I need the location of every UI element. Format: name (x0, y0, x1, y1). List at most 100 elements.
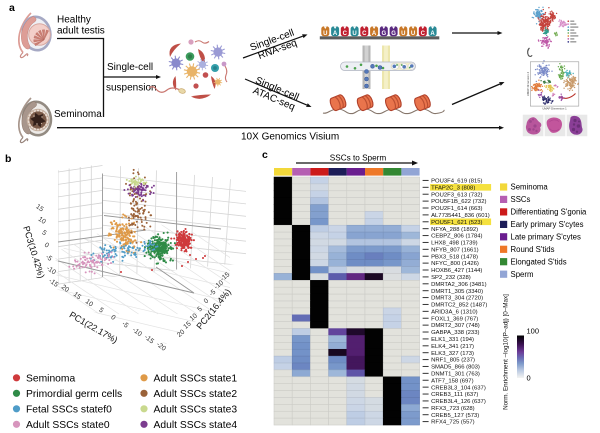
svg-text:Seminoma: Seminoma (26, 373, 75, 384)
svg-text:ARID3A_6 (1310): ARID3A_6 (1310) (431, 309, 478, 315)
svg-text:-15: -15 (143, 334, 155, 346)
svg-text:-5: -5 (120, 320, 129, 329)
svg-text:SSCs: SSCs (511, 195, 531, 204)
svg-text:Seminoma: Seminoma (511, 183, 549, 192)
svg-text:CREB3L3_104 (637): CREB3L3_104 (637) (431, 385, 486, 391)
svg-text:5: 5 (97, 307, 104, 315)
svg-text:C: C (362, 31, 367, 37)
svg-text:Adult SSCs state1: Adult SSCs state1 (154, 373, 238, 384)
svg-text:Seminoma: Seminoma (54, 109, 102, 120)
svg-text:LHX8_498 (1739): LHX8_498 (1739) (431, 241, 478, 247)
svg-text:POU3F4_619 (815): POU3F4_619 (815) (431, 179, 482, 185)
svg-text:Elongated S'tids: Elongated S'tids (511, 257, 567, 266)
svg-text:Norm. Enrichment –log10(P–adj): Norm. Enrichment –log10(P–adj) [0–Max] (503, 294, 510, 410)
svg-text:15: 15 (72, 291, 82, 301)
svg-text:Late primary S'cytes: Late primary S'cytes (511, 232, 581, 241)
svg-text:SSCs to Sperm: SSCs to Sperm (330, 154, 387, 163)
svg-text:POU2F3_613 (732): POU2F3_613 (732) (431, 192, 482, 198)
svg-text:C: C (421, 31, 426, 37)
svg-text:100: 100 (527, 327, 540, 336)
svg-text:GABPA_338 (233): GABPA_338 (233) (431, 330, 479, 336)
svg-text:ELK1_331 (194): ELK1_331 (194) (431, 337, 474, 343)
svg-text:CREB3_111 (637): CREB3_111 (637) (431, 392, 478, 398)
svg-text:ELK3_327 (173): ELK3_327 (173) (431, 351, 474, 357)
svg-text:Fetal SSCs statef0: Fetal SSCs statef0 (26, 404, 112, 415)
svg-text:10: 10 (84, 298, 94, 308)
svg-text:DMRT2_307 (748): DMRT2_307 (748) (431, 323, 480, 329)
svg-text:Primordial germ cells: Primordial germ cells (26, 389, 122, 400)
svg-text:A: A (372, 31, 377, 37)
svg-text:0: 0 (527, 374, 531, 383)
svg-text:NFYB_807 (1661): NFYB_807 (1661) (431, 247, 479, 253)
svg-text:Early primary S'cytes: Early primary S'cytes (511, 220, 584, 229)
svg-text:SMAD5_866 (803): SMAD5_866 (803) (431, 365, 480, 371)
svg-text:-10: -10 (45, 265, 57, 276)
svg-text:A: A (333, 31, 338, 37)
svg-text:POU2F1_614 (663): POU2F1_614 (663) (431, 206, 482, 212)
svg-text:20: 20 (176, 328, 186, 338)
svg-text:AL7735441_836 (601): AL7735441_836 (601) (431, 213, 490, 219)
svg-text:NRF1_805 (237): NRF1_805 (237) (431, 358, 475, 364)
svg-text:-5: -5 (44, 254, 53, 263)
svg-text:POU5F1B_622 (732): POU5F1B_622 (732) (431, 199, 486, 205)
svg-text:ATF7_158 (697): ATF7_158 (697) (431, 378, 473, 384)
svg-text:HOXB6_427 (1144): HOXB6_427 (1144) (431, 268, 482, 274)
svg-text:Differentiating S'gonia: Differentiating S'gonia (511, 208, 588, 217)
svg-text:-5: -5 (208, 288, 217, 297)
svg-text:10: 10 (189, 312, 199, 322)
svg-text:CREB5_127 (573): CREB5_127 (573) (431, 413, 479, 419)
svg-text:U: U (323, 31, 327, 37)
svg-text:-20: -20 (155, 341, 167, 353)
svg-text:UMAP Dimension 1: UMAP Dimension 1 (542, 106, 567, 110)
svg-text:C: C (343, 31, 348, 37)
svg-text:RFX3_723 (628): RFX3_723 (628) (431, 406, 475, 412)
svg-text:UMAP Dimension 2: UMAP Dimension 2 (526, 71, 530, 96)
svg-text:5: 5 (196, 305, 204, 313)
svg-text:NFYA_288 (1892): NFYA_288 (1892) (431, 227, 478, 233)
svg-text:DMRTC2_852 (1487): DMRTC2_852 (1487) (431, 303, 487, 309)
svg-text:Round S'tids: Round S'tids (511, 245, 555, 254)
svg-text:DMRTA2_306 (3481): DMRTA2_306 (3481) (431, 282, 486, 288)
svg-text:Adult SSCs state0: Adult SSCs state0 (26, 420, 110, 431)
svg-text:FOXL1_369 (767): FOXL1_369 (767) (431, 316, 478, 322)
svg-text:Adult SSCs state2: Adult SSCs state2 (154, 389, 238, 400)
svg-text:15: 15 (182, 320, 192, 330)
svg-text:G: G (381, 31, 386, 37)
svg-text:G: G (391, 31, 396, 37)
svg-text:U: U (411, 31, 415, 37)
svg-text:b: b (5, 153, 11, 165)
svg-text:Healthy: Healthy (57, 15, 91, 26)
svg-text:adult testis: adult testis (57, 26, 105, 37)
svg-text:a: a (9, 2, 15, 14)
svg-text:POU5F1_621 (523): POU5F1_621 (523) (431, 220, 482, 226)
svg-text:10: 10 (37, 216, 47, 226)
svg-text:Single-cell: Single-cell (107, 62, 153, 73)
svg-text:U: U (352, 31, 356, 37)
svg-text:Adult SSCs state4: Adult SSCs state4 (154, 420, 238, 431)
svg-text:Sperm: Sperm (511, 270, 534, 279)
svg-text:A: A (430, 31, 435, 37)
svg-text:RFX4_725 (557): RFX4_725 (557) (431, 420, 475, 426)
svg-text:U: U (401, 31, 405, 37)
svg-text:0: 0 (203, 297, 211, 305)
svg-text:-15: -15 (219, 271, 231, 283)
svg-text:0: 0 (43, 242, 50, 250)
svg-text:10X Genomics Visium: 10X Genomics Visium (241, 132, 339, 143)
svg-text:TFAP2C_3 (808): TFAP2C_3 (808) (431, 185, 475, 191)
svg-text:NFYC_800 (1426): NFYC_800 (1426) (431, 261, 479, 267)
svg-text:PBX3_518 (1478): PBX3_518 (1478) (431, 254, 478, 260)
svg-text:suspension: suspension (106, 83, 157, 94)
svg-text:DNMT1_301 (763): DNMT1_301 (763) (431, 371, 480, 377)
svg-text:-10: -10 (213, 279, 225, 291)
svg-text:SP2_232 (328): SP2_232 (328) (431, 275, 471, 281)
svg-text:5: 5 (41, 229, 48, 237)
svg-text:Adult SSCs state3: Adult SSCs state3 (154, 404, 238, 415)
svg-text:DMRT1_305 (3340): DMRT1_305 (3340) (431, 289, 483, 295)
svg-text:-15: -15 (47, 277, 59, 288)
svg-text:0: 0 (109, 314, 116, 322)
svg-text:20: 20 (60, 284, 70, 294)
svg-text:-10: -10 (131, 327, 143, 339)
svg-text:ELK4_341 (217): ELK4_341 (217) (431, 344, 474, 350)
svg-text:CEBPZ_806 (1784): CEBPZ_806 (1784) (431, 234, 482, 240)
svg-text:CREB3L4_126 (637): CREB3L4_126 (637) (431, 399, 486, 405)
